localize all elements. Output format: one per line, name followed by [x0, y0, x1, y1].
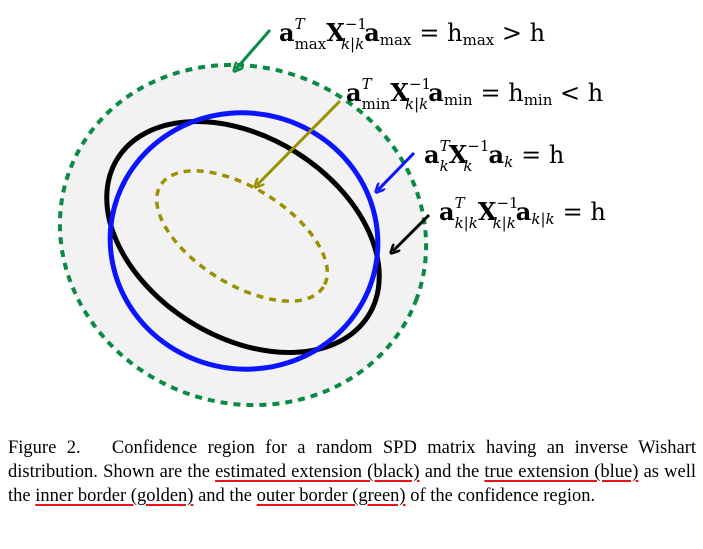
- true-extension-ellipse: [107, 110, 381, 372]
- equation-max: aT maxX−1 k|kamax = hmax > h: [279, 15, 545, 53]
- equation-min: aT minX−1 k|kamin = hmin < h: [346, 75, 603, 113]
- caption-highlight-inner-border: inner border (golden): [35, 486, 194, 506]
- figure-caption: Figure 2. Confidence region for a random…: [8, 436, 696, 508]
- caption-text: and the: [193, 486, 257, 506]
- true-extension-arrow: [378, 151, 416, 190]
- caption-highlight-true-extension: true extension (blue): [484, 462, 639, 482]
- estimated-extension-arrow: [393, 213, 431, 251]
- caption-highlight-estimated-extension: estimated extension (black): [215, 462, 420, 482]
- outer-border-arrow: [236, 29, 272, 69]
- inner-border-arrow: [257, 99, 342, 185]
- caption-text: and the: [419, 462, 485, 482]
- caption-highlight-outer-border: outer border (green): [256, 486, 406, 506]
- estimated-extension-ellipse: [104, 118, 382, 356]
- inner-border-ellipse: [154, 169, 330, 303]
- caption-text: Confidence region for a random SPD matri…: [8, 438, 696, 482]
- caption-label: Figure 2.: [8, 438, 81, 458]
- caption-text: of the confidence region.: [405, 486, 596, 506]
- equation-k-given-k: aT k|kX−1 k|kak|k = h: [439, 194, 606, 232]
- caption-text: as well the: [8, 462, 696, 506]
- equation-k: aT kX−1 k ak = h: [424, 137, 564, 175]
